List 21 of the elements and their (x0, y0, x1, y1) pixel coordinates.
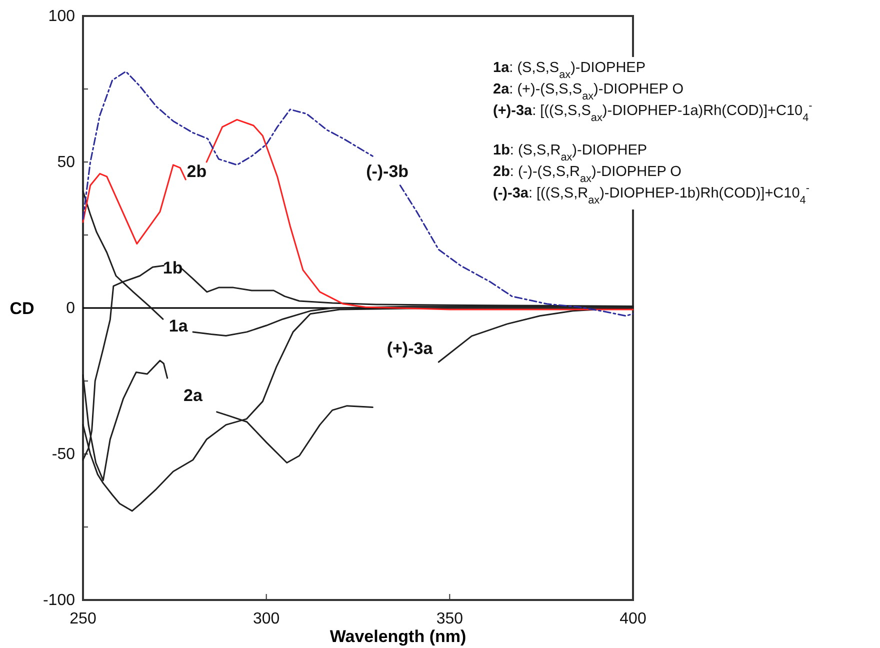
series-label: 1a (168, 316, 188, 336)
annotation: 2b: (-)-(S,S,R$_{ax}$)-DIOPHEP O (493, 164, 682, 185)
x-tick-label: 250 (70, 610, 96, 628)
y-tick-label: 0 (66, 300, 76, 318)
x-tick-label: 400 (620, 610, 646, 628)
y-tick-label: 50 (57, 154, 76, 172)
annotation: 2a: (+)-(S,S,S$_{ax}$)-DIOPHEP O (493, 82, 684, 102)
series-label: (+)-3a (386, 339, 434, 358)
x-tick-label: 300 (252, 610, 280, 628)
series-label: 2a (184, 386, 203, 406)
y-axis-title: CD (10, 299, 34, 318)
y-tick-label: -50 (52, 446, 76, 464)
y-tick-label: -100 (42, 592, 76, 610)
x-tick-label: 350 (436, 610, 464, 628)
y-tick-label: 100 (48, 8, 76, 26)
annotation: 1a: (S,S,S$_{ax}$)-DIOPHEP (493, 60, 646, 81)
series-label: (-)-3b (366, 162, 409, 181)
series-label: 1b (162, 258, 183, 278)
annotation: 1b: (S,S,R$_{ax}$)-DIOPHEP (493, 142, 648, 164)
series-label: 2b (186, 162, 207, 181)
x-axis-title: Wavelength (nm) (330, 627, 466, 646)
